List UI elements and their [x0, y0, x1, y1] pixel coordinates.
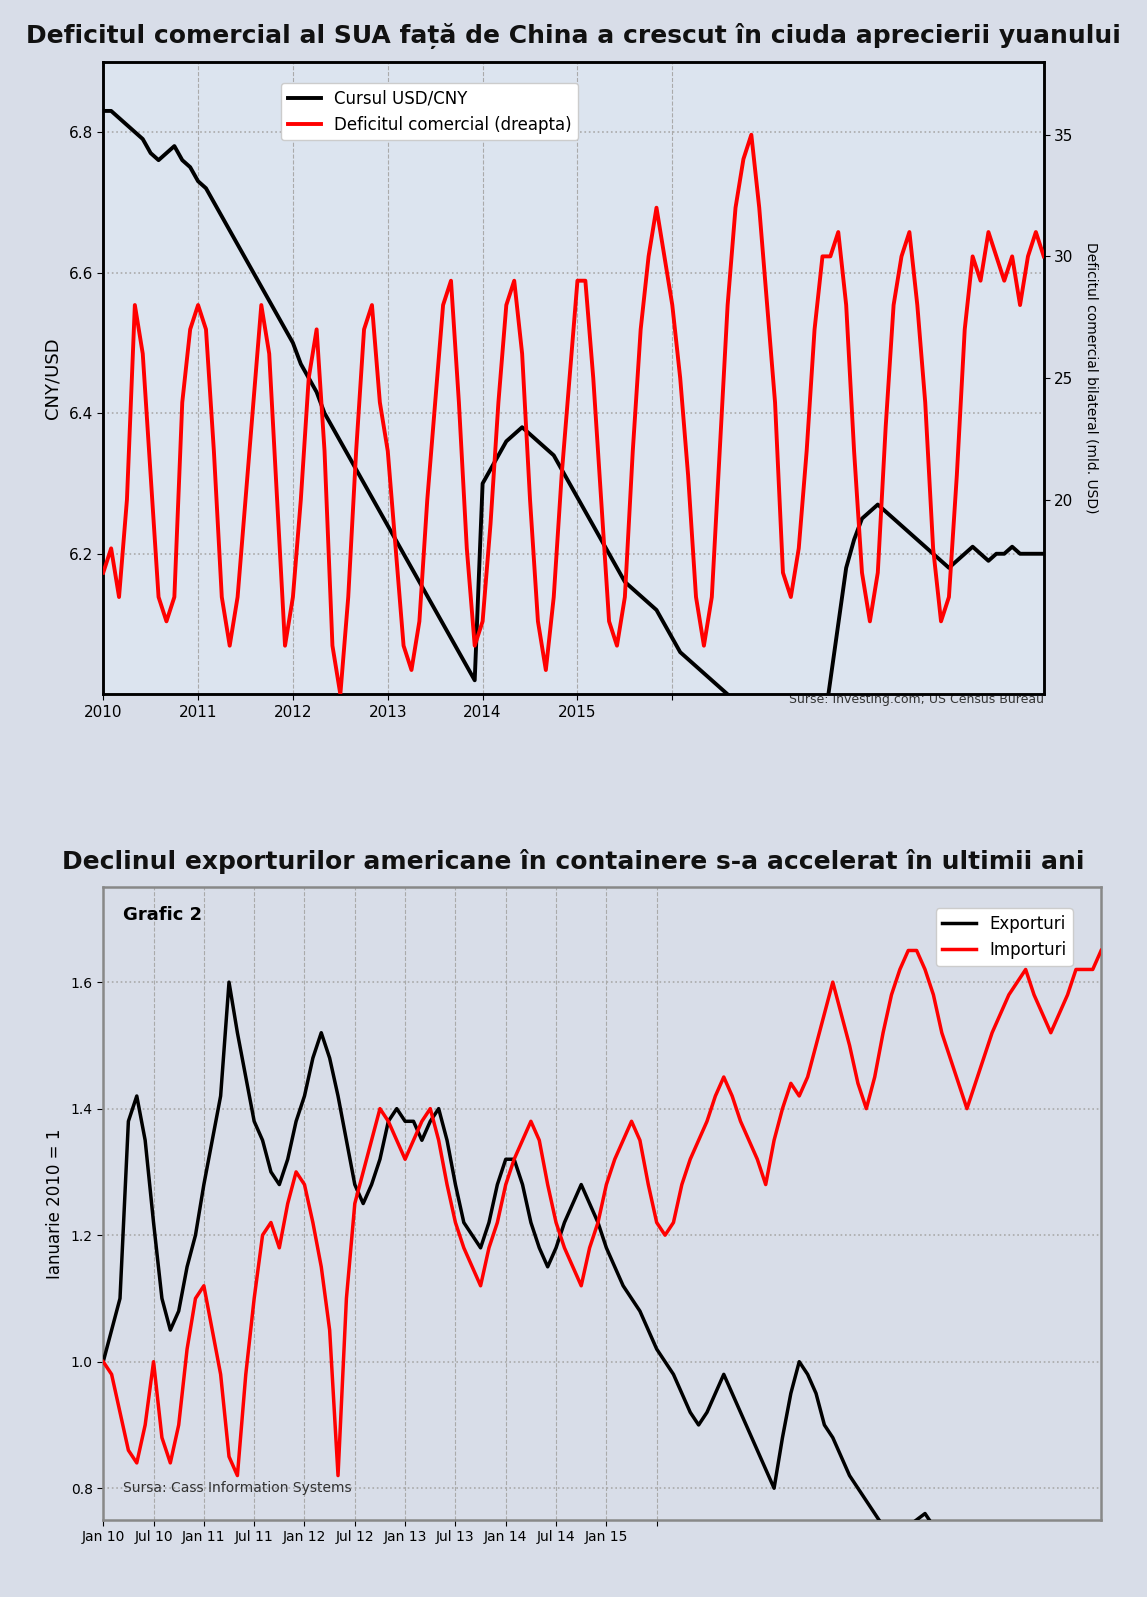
Text: Surse: Investing.com; US Census Bureau: Surse: Investing.com; US Census Bureau: [789, 693, 1044, 706]
Text: Deficitul comercial al SUA față de China a crescut în ciuda aprecierii yuanului: Deficitul comercial al SUA față de China…: [26, 22, 1121, 50]
Text: Declinul exporturilor americane în containere s-a accelerat în ultimii ani: Declinul exporturilor americane în conta…: [62, 848, 1085, 874]
Y-axis label: Deficitul comercial bilateral (mld. USD): Deficitul comercial bilateral (mld. USD): [1085, 243, 1099, 514]
